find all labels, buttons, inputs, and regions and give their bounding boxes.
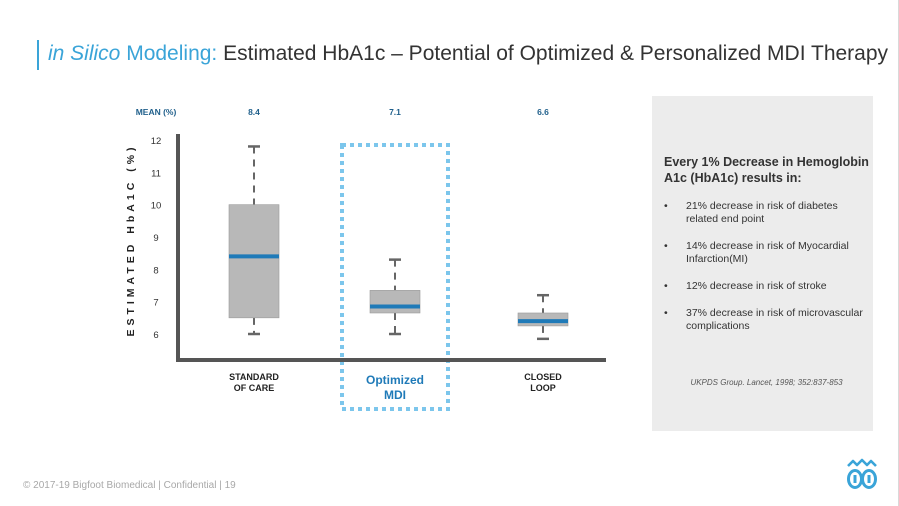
title-modeling: Modeling: xyxy=(120,42,218,65)
panel-list-item: • 12% decrease in risk of stroke xyxy=(664,280,869,293)
box-plot-chart: 12 11 10 9 8 7 6 ESTIMATED HbA1C (%) MEAN (%) 8.4… xyxy=(125,107,606,411)
panel-list-item: • 37% decrease in risk of microvascular c… xyxy=(664,307,869,333)
y-tick-label: 8 xyxy=(153,265,158,276)
y-tick-label: 6 xyxy=(153,330,158,341)
highlight-dashed-box xyxy=(340,143,450,411)
title-accent-bar xyxy=(37,40,39,70)
panel-item-text: 14% decrease in risk of Myocardial Infar… xyxy=(686,240,849,265)
mean-header: MEAN (%) xyxy=(136,107,177,117)
iqr-box xyxy=(228,204,280,319)
bullet: • xyxy=(664,240,668,252)
footer-text: © 2017-19 Bigfoot Biomedical | Confident… xyxy=(23,480,236,491)
mean-value: 6.6 xyxy=(537,107,549,117)
iqr-box xyxy=(369,290,421,314)
panel-heading: Every 1% Decrease in Hemoglobin A1c (HbA… xyxy=(664,155,869,185)
y-tick-label: 11 xyxy=(151,168,161,179)
mean-value: 7.1 xyxy=(389,107,401,117)
title-in-silico: in Silico xyxy=(48,42,121,65)
panel-list: • 21% decrease in risk of diabetes relate… xyxy=(664,200,869,347)
panel-item-text: 37% decrease in risk of microvascular co… xyxy=(686,307,863,332)
bigfoot-logo-icon xyxy=(847,458,877,489)
y-tick-label: 9 xyxy=(153,233,158,244)
category-label: MDI xyxy=(384,388,406,402)
y-tick-label: 7 xyxy=(153,298,158,309)
mean-value: 8.4 xyxy=(248,107,260,117)
info-panel: Every 1% Decrease in Hemoglobin A1c (HbA… xyxy=(652,96,873,431)
y-tick-label: 10 xyxy=(151,201,162,212)
y-tick-label: 12 xyxy=(151,136,162,147)
panel-list-item: • 14% decrease in risk of Myocardial Infa… xyxy=(664,240,869,266)
bullet: • xyxy=(664,280,668,292)
panel-list-item: • 21% decrease in risk of diabetes relate… xyxy=(664,200,869,226)
y-axis-title: ESTIMATED HbA1C (%) xyxy=(125,143,137,336)
bullet: • xyxy=(664,200,668,212)
bullet: • xyxy=(664,307,668,319)
slide-title: in Silico Modeling: Estimated HbA1c – Po… xyxy=(48,42,888,66)
category-label: STANDARD xyxy=(229,372,279,382)
category-label: CLOSED xyxy=(524,372,562,382)
panel-item-text: 12% decrease in risk of stroke xyxy=(686,280,827,292)
category-label: Optimized xyxy=(366,373,424,387)
category-label: OF CARE xyxy=(234,383,275,393)
panel-item-text: 21% decrease in risk of diabetes related… xyxy=(686,200,838,225)
citation: UKPDS Group. Lancet, 1998; 352:837-853 xyxy=(690,378,843,387)
title-main: Estimated HbA1c – Potential of Optimized… xyxy=(217,42,889,65)
category-label: LOOP xyxy=(530,383,556,393)
